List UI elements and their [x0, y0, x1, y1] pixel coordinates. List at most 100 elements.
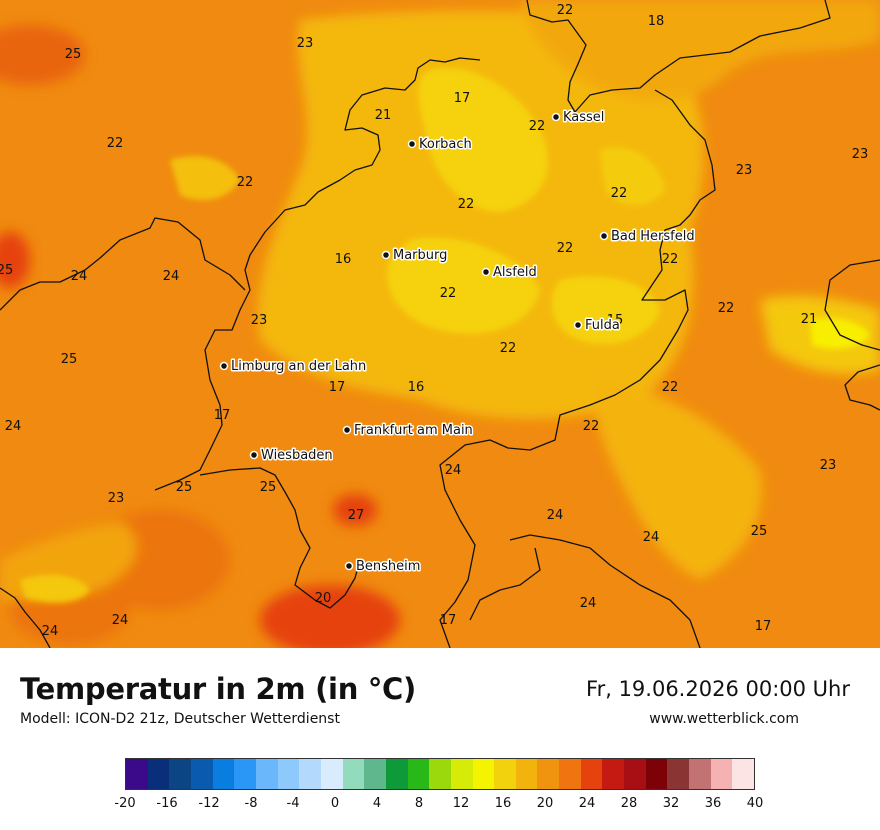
legend-swatch	[385, 759, 408, 789]
temperature-value: 24	[5, 419, 22, 434]
city-label: Bad Hersfeld	[611, 229, 695, 244]
temperature-value: 25	[260, 480, 277, 495]
border-west	[154, 57, 481, 491]
temperature-value: 25	[0, 263, 13, 278]
chart-title: Temperatur in 2m (in °C)	[20, 672, 416, 706]
legend-tick-label: 12	[452, 796, 470, 811]
city-label: Marburg	[393, 248, 447, 263]
legend-tick-label: 40	[746, 796, 764, 811]
city-label: Korbach	[419, 137, 472, 152]
city-dot	[407, 139, 417, 149]
legend-swatch	[212, 759, 235, 789]
city-label: Fulda	[585, 318, 620, 333]
temperature-value: 22	[557, 3, 574, 18]
legend-swatch	[559, 759, 581, 789]
temperature-value: 22	[500, 341, 517, 356]
city-dot	[551, 112, 561, 122]
legend-swatch	[710, 759, 733, 789]
legend-swatch	[364, 759, 386, 789]
city-label: Bensheim	[356, 559, 420, 574]
city-dot	[249, 450, 259, 460]
temperature-value: 16	[335, 252, 352, 267]
temperature-value: 24	[580, 596, 597, 611]
temperature-value: 25	[751, 524, 768, 539]
temperature-value: 23	[251, 313, 268, 328]
legend-swatch	[126, 759, 148, 789]
city-label: Wiesbaden	[261, 448, 333, 463]
legend-swatch	[429, 759, 451, 789]
temperature-value: 27	[348, 508, 365, 523]
legend-swatch	[667, 759, 690, 789]
temperature-value: 22	[557, 241, 574, 256]
city-dot	[573, 320, 583, 330]
model-info: Modell: ICON-D2 21z, Deutscher Wetterdie…	[20, 711, 340, 727]
legend-swatch	[645, 759, 668, 789]
temperature-value: 15	[607, 313, 624, 328]
temperature-value: 22	[583, 419, 600, 434]
temperature-value: 24	[71, 269, 88, 284]
legend-swatch	[494, 759, 516, 789]
temperature-value: 24	[445, 463, 462, 478]
legend-swatch	[689, 759, 711, 789]
legend-tick-label: -8	[244, 796, 258, 811]
temperature-values: 22 18 25 23 17 21 22 22 23 22 23 22 22 22 22 25 24 24 16 22…	[0, 3, 868, 639]
border-sw	[0, 587, 51, 648]
temperature-value: 22	[107, 136, 124, 151]
temperature-value: 23	[852, 147, 869, 162]
legend-swatch	[255, 759, 278, 789]
legend-swatch	[515, 759, 538, 789]
temperature-value: 17	[755, 619, 772, 634]
temperature-value: 23	[736, 163, 753, 178]
city-label: Limburg an der Lahn	[231, 359, 366, 374]
temperature-value: 22	[237, 175, 254, 190]
temperature-value: 22	[718, 301, 735, 316]
legend-swatch	[537, 759, 560, 789]
temperature-value: 17	[214, 408, 231, 423]
legend-tick-label: -4	[286, 796, 300, 811]
borders	[0, 0, 880, 648]
temperature-value: 24	[643, 530, 660, 545]
city-label: Kassel	[563, 110, 604, 125]
city-dot	[344, 561, 354, 571]
legend-swatch	[169, 759, 191, 789]
temperature-value: 23	[108, 491, 125, 506]
temperature-value: 22	[440, 286, 457, 301]
temperature-value: 18	[648, 14, 665, 29]
city-dot	[599, 231, 609, 241]
border-south-inner	[469, 547, 541, 621]
temperature-value: 24	[42, 624, 59, 639]
legend-tick-label: 36	[704, 796, 722, 811]
legend-tick-label: 4	[372, 796, 382, 811]
border-east-south	[439, 89, 716, 648]
legend-swatch	[472, 759, 495, 789]
city-dot	[342, 425, 352, 435]
temperature-value: 22	[662, 380, 679, 395]
legend-tick-label: 0	[330, 796, 340, 811]
temperature-value: 21	[801, 312, 818, 327]
temperature-value: 21	[375, 108, 392, 123]
legend-tick-label: -16	[156, 796, 178, 811]
legend-swatch	[299, 759, 321, 789]
city-dot	[481, 267, 491, 277]
city-markers: Kassel Korbach Bad Hersfeld Marburg Alsfeld F…	[219, 109, 696, 576]
temperature-value: 17	[329, 380, 346, 395]
legend-swatch	[277, 759, 300, 789]
border-east	[824, 259, 880, 351]
temperature-value: 23	[297, 36, 314, 51]
legend-swatch	[450, 759, 473, 789]
temperature-value: 17	[440, 613, 457, 628]
border-west-2	[0, 217, 246, 311]
legend-tick-label: 32	[662, 796, 680, 811]
temperature-map: 22 18 25 23 17 21 22 22 23 22 23 22 22 22 22 25 24 24 16 22…	[0, 0, 880, 648]
city-label: Frankfurt am Main	[354, 423, 473, 438]
legend-tick-label: 20	[536, 796, 554, 811]
legend-tick-label: 8	[414, 796, 424, 811]
legend-tick-label: -20	[114, 796, 136, 811]
legend-swatch	[580, 759, 603, 789]
city-dot	[219, 361, 229, 371]
legend-swatch	[602, 759, 625, 789]
legend-swatch	[624, 759, 646, 789]
legend-swatch	[407, 759, 430, 789]
temperature-value: 25	[61, 352, 78, 367]
legend-swatch	[320, 759, 343, 789]
